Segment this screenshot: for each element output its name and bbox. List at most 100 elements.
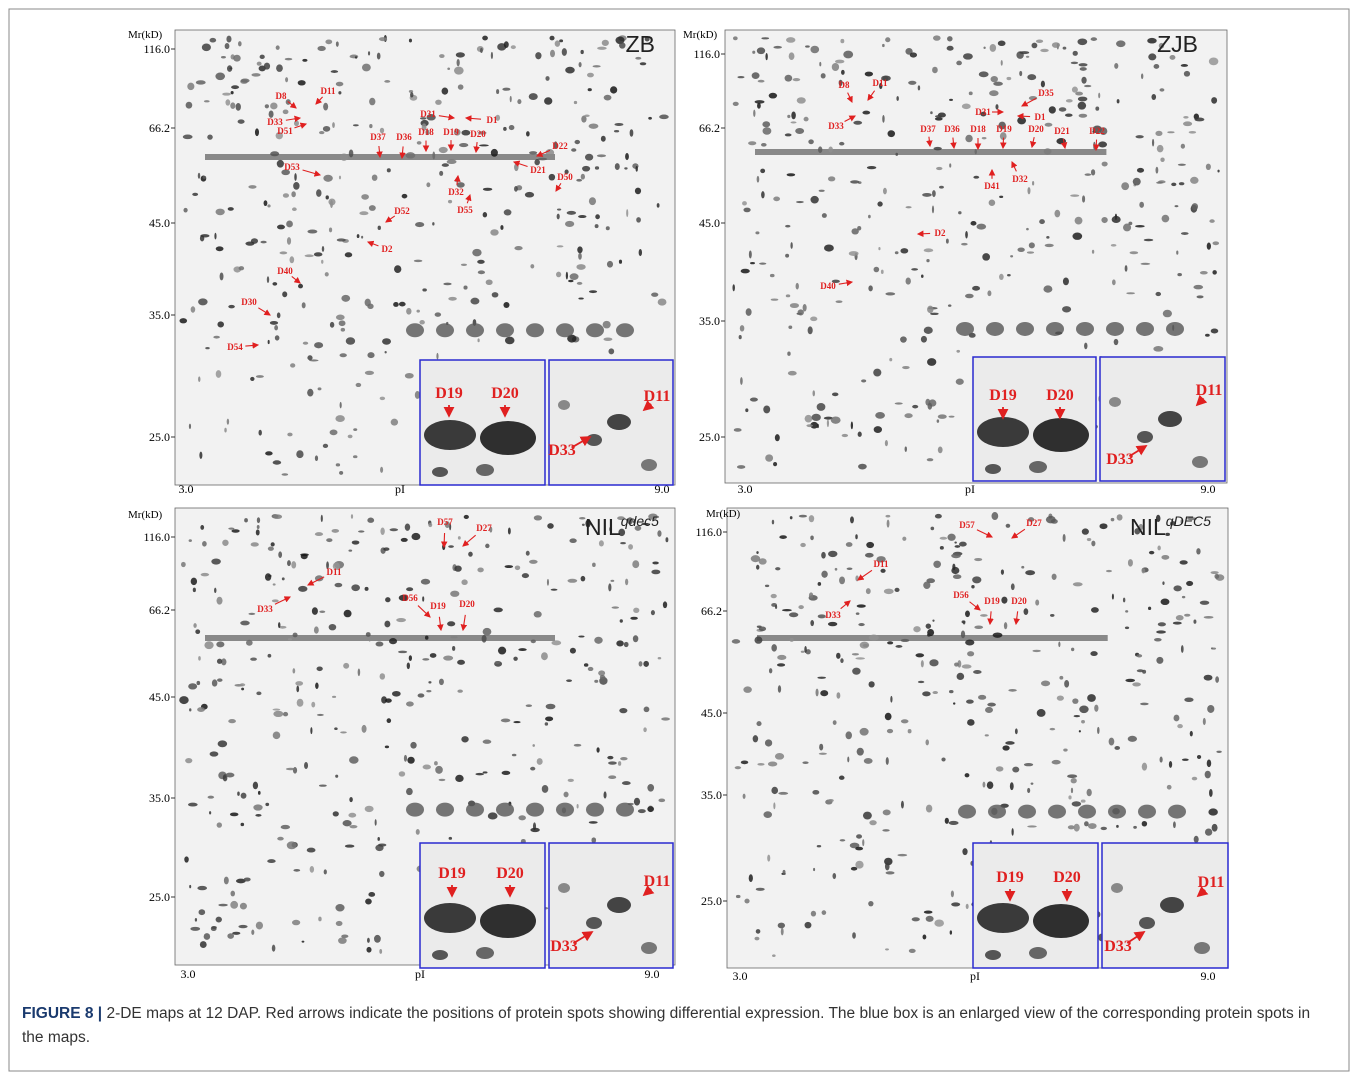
gel-spot	[756, 565, 759, 570]
gel-spot	[246, 640, 253, 646]
gel-spot	[406, 803, 424, 817]
gel-spot	[921, 274, 924, 277]
gel-spot	[340, 353, 347, 357]
gel-spot	[588, 88, 592, 91]
gel-spot	[1074, 824, 1080, 832]
gel-spot	[615, 163, 620, 170]
gel-spot	[840, 39, 844, 43]
gel-spot	[1072, 87, 1078, 93]
gel-spot	[409, 655, 412, 661]
gel-spot	[821, 552, 826, 559]
gel-spot	[1079, 730, 1081, 732]
gel-spot	[895, 402, 903, 404]
gel-spot	[283, 712, 288, 717]
gel-spot	[380, 528, 384, 535]
panel-title-sup: qdec5	[621, 513, 659, 529]
gel-spot	[296, 686, 299, 693]
gel-spot	[576, 179, 582, 182]
gel-spot	[230, 891, 235, 897]
gel-spot	[644, 707, 650, 713]
gel-spot	[479, 144, 489, 146]
gel-spot	[450, 636, 458, 638]
gel-spot	[270, 151, 279, 156]
gel-spot	[821, 73, 826, 78]
gel-spot	[647, 784, 654, 792]
gel-spot	[209, 811, 211, 814]
gel-spot	[198, 376, 200, 382]
gel-spot	[503, 302, 509, 308]
gel-spot	[369, 98, 375, 106]
gel-spot	[1125, 679, 1135, 682]
gel-spot	[288, 638, 292, 640]
gel-spot	[608, 775, 616, 779]
inset-spot	[480, 421, 536, 455]
gel-spot	[293, 633, 298, 638]
gel-spot	[900, 336, 907, 342]
inset-spot	[586, 434, 602, 446]
gel-spot	[240, 903, 247, 910]
gel-spot	[245, 242, 254, 246]
gel-spot	[282, 577, 285, 580]
gel-spot	[322, 246, 324, 252]
gel-spot	[217, 321, 224, 327]
gel-spot	[362, 725, 367, 733]
gel-spot	[607, 261, 613, 268]
gel-spot	[817, 403, 826, 411]
gel-spot	[949, 163, 951, 167]
gel-spot	[625, 153, 629, 160]
gel-spot	[1079, 114, 1088, 118]
gel-spot	[987, 703, 996, 707]
gel-spot	[217, 659, 222, 664]
gel-spot	[557, 214, 560, 220]
gel-spot	[875, 412, 885, 419]
gel-spot	[901, 801, 904, 809]
gel-spot	[925, 739, 928, 745]
gel-spot	[1059, 676, 1063, 680]
gel-spot	[422, 596, 424, 601]
y-axis-label: Mr(kD)	[128, 29, 163, 41]
gel-spot	[1178, 164, 1186, 166]
gel-spot	[775, 605, 777, 609]
gel-spot	[949, 690, 954, 693]
gel-spot	[218, 904, 228, 907]
gel-spot	[464, 515, 469, 519]
gel-spot	[778, 792, 788, 795]
gel-spot	[773, 197, 780, 202]
gel-spot	[820, 690, 828, 696]
gel-spot	[407, 662, 410, 669]
gel-spot	[1054, 210, 1060, 218]
gel-spot	[198, 656, 201, 660]
gel-spot	[1157, 545, 1160, 550]
gel-spot	[436, 353, 438, 360]
gel-spot	[417, 141, 422, 144]
gel-spot	[461, 130, 470, 136]
gel-spot	[902, 537, 906, 541]
gel-spot	[550, 50, 555, 58]
panel-title-text: ZJB	[1157, 31, 1198, 57]
gel-spot	[432, 222, 434, 225]
gel-spot	[428, 681, 431, 683]
gel-spot	[530, 264, 534, 268]
gel-spot	[277, 837, 284, 841]
gel-spot	[267, 276, 269, 283]
gel-spot	[857, 604, 866, 607]
gel-spot	[193, 623, 196, 628]
gel-spot	[1007, 274, 1011, 276]
gel-spot	[307, 355, 312, 360]
gel-spot	[515, 565, 520, 570]
gel-spot	[659, 115, 669, 120]
gel-spot	[785, 75, 793, 82]
gel-spot	[927, 633, 931, 636]
gel-spot	[1091, 37, 1097, 41]
gel-spot	[1184, 614, 1190, 617]
gel-spot	[908, 81, 916, 85]
gel-spot	[1136, 322, 1154, 336]
gel-spot	[1050, 614, 1054, 617]
y-label: 116.0	[143, 530, 170, 544]
panel-title: ZB	[626, 31, 655, 57]
gel-spot	[962, 664, 972, 668]
gel-spot	[625, 579, 628, 586]
gel-spot	[579, 62, 582, 67]
spot-label: D36	[396, 132, 412, 142]
gel-spot	[1067, 774, 1077, 778]
